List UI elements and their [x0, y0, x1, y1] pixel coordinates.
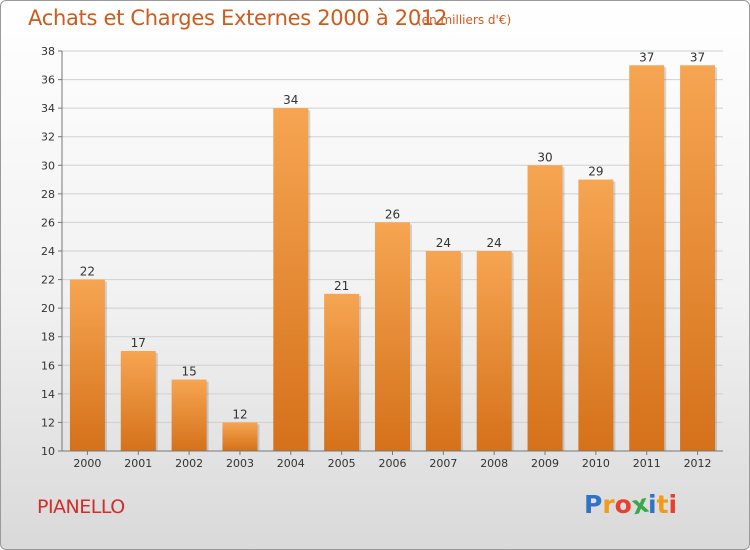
- data-label: 34: [283, 93, 298, 107]
- data-label: 17: [131, 336, 146, 350]
- data-label: 29: [588, 165, 603, 179]
- logo-letter: t: [656, 490, 669, 519]
- axes: 10 12 14 16 18 20 22 24 26 28 30 32 34 36 38 2000 2001 20…: [41, 45, 723, 470]
- x-tick-label: 2006: [379, 457, 407, 470]
- x-tick-label: 2010: [582, 457, 610, 470]
- bars: 22 17 15 12 34 21 26 24 24 30 29 37 37: [69, 50, 718, 452]
- bar-2008: [476, 251, 512, 451]
- x-tick-label: 2009: [531, 457, 559, 470]
- bar-2007: [425, 251, 461, 451]
- y-tick-label: 26: [41, 216, 55, 229]
- data-label: 15: [181, 365, 196, 379]
- y-tick-label: 10: [41, 445, 55, 458]
- x-tick-label: 2007: [429, 457, 457, 470]
- bar-2001: [120, 351, 156, 451]
- y-tick-label: 36: [41, 74, 55, 87]
- bar-2011: [629, 65, 665, 452]
- x-tick-label: 2012: [684, 457, 712, 470]
- data-label: 37: [639, 50, 654, 64]
- bar-2005: [324, 293, 360, 451]
- data-label: 30: [537, 150, 552, 164]
- bar-2000: [69, 279, 105, 451]
- y-tick-label: 20: [41, 302, 55, 315]
- y-tick-label: 28: [41, 188, 55, 201]
- y-tick-label: 32: [41, 131, 55, 144]
- x-tick-label: 2003: [226, 457, 254, 470]
- x-tick-label: 2000: [73, 457, 101, 470]
- logo-letter: i: [648, 490, 657, 519]
- place-name: PIANELLO: [37, 496, 125, 518]
- bar-2003: [222, 422, 258, 451]
- data-label: 22: [80, 265, 95, 279]
- bar-2012: [680, 65, 716, 452]
- y-tick-label: 16: [41, 359, 55, 372]
- y-tick-label: 24: [41, 245, 55, 258]
- logo-letter: i: [668, 490, 678, 519]
- y-tick-label: 14: [41, 388, 55, 401]
- y-tick-label: 30: [41, 159, 55, 172]
- x-tick-label: 2002: [175, 457, 203, 470]
- bar-2002: [171, 379, 207, 451]
- y-tick-label: 34: [41, 102, 55, 115]
- y-tick-label: 22: [41, 274, 55, 287]
- data-label: 12: [232, 407, 247, 421]
- x-tick-label: 2005: [328, 457, 356, 470]
- x-tick-label: 2011: [633, 457, 661, 470]
- bar-2010: [578, 179, 614, 452]
- logo-letter: P: [584, 490, 603, 519]
- data-label: 26: [385, 207, 400, 221]
- bar-2006: [375, 222, 410, 451]
- data-label: 37: [690, 50, 705, 64]
- chart-subtitle: (en milliers d'€): [417, 13, 512, 27]
- proxiti-logo[interactable]: Proxiti: [584, 489, 678, 521]
- x-tick-label: 2008: [480, 457, 508, 470]
- y-tick-label: 12: [41, 416, 55, 429]
- x-tick-label: 2001: [124, 457, 152, 470]
- bar-2009: [527, 165, 563, 452]
- data-label: 24: [436, 236, 451, 250]
- chart-title: Achats et Charges Externes 2000 à 2012: [28, 6, 448, 30]
- bar-2004: [273, 108, 309, 452]
- data-label: 24: [487, 236, 502, 250]
- data-label: 21: [334, 279, 349, 293]
- logo-letter: r: [602, 490, 615, 519]
- y-tick-label: 38: [41, 45, 55, 58]
- y-tick-label: 18: [41, 331, 55, 344]
- logo-letter: o: [614, 490, 632, 519]
- x-tick-label: 2004: [277, 457, 305, 470]
